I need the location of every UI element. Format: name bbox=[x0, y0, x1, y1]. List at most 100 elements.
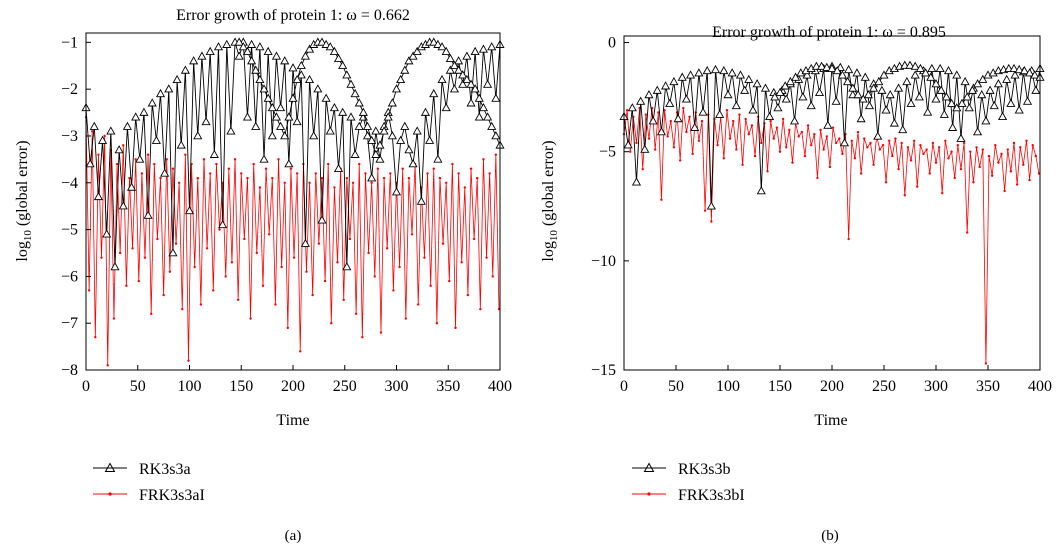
data-point-triangle bbox=[474, 93, 484, 102]
y-axis-label-subscript: 10 bbox=[548, 230, 560, 242]
data-point-triangle bbox=[383, 112, 393, 121]
data-point-dot bbox=[934, 161, 938, 164]
series-line-frk3s3bi bbox=[623, 107, 1040, 364]
data-point-dot bbox=[267, 233, 271, 236]
x-tick-label: 400 bbox=[488, 378, 512, 395]
data-point-dot bbox=[320, 176, 324, 180]
data-point-triangle bbox=[781, 94, 791, 103]
data-point-dot bbox=[212, 289, 215, 292]
data-point-dot bbox=[850, 139, 853, 142]
data-point-triangle bbox=[102, 229, 112, 238]
x-axis-label: Time bbox=[276, 412, 309, 429]
data-point-dot bbox=[438, 176, 442, 180]
data-point-dot bbox=[469, 167, 473, 170]
legend-label-rk3s3a: RK3s3a bbox=[139, 461, 191, 478]
data-point-triangle bbox=[371, 149, 381, 158]
data-point-dot bbox=[1028, 178, 1031, 182]
data-point-dot bbox=[716, 143, 719, 147]
data-point-dot bbox=[209, 172, 212, 175]
data-point-triangle bbox=[802, 70, 812, 79]
data-point-dot bbox=[193, 265, 196, 269]
data-point-dot bbox=[990, 174, 994, 177]
data-point-dot bbox=[906, 146, 910, 149]
x-tick-label: 400 bbox=[1028, 378, 1052, 395]
data-point-dot bbox=[678, 159, 682, 162]
data-point-triangle bbox=[93, 191, 103, 201]
data-point-dot bbox=[451, 162, 454, 166]
data-point-dot bbox=[240, 172, 243, 175]
data-point-dot bbox=[647, 137, 651, 140]
data-point-triangle bbox=[873, 131, 883, 140]
data-point-dot bbox=[348, 237, 352, 241]
data-point-triangle bbox=[313, 84, 323, 93]
data-point-dot bbox=[1003, 189, 1006, 193]
data-point-triangle bbox=[474, 112, 484, 121]
data-point-dot bbox=[747, 133, 750, 136]
data-point-triangle bbox=[437, 74, 447, 84]
data-point-triangle bbox=[952, 70, 962, 79]
data-point-triangle bbox=[276, 121, 286, 130]
y-tick-label: −10 bbox=[591, 253, 616, 270]
data-point-triangle bbox=[329, 102, 339, 112]
data-point-triangle bbox=[300, 51, 310, 60]
data-point-triangle bbox=[964, 103, 974, 112]
data-point-triangle bbox=[775, 87, 785, 97]
data-point-triangle bbox=[267, 102, 277, 112]
data-point-triangle bbox=[416, 196, 426, 205]
data-point-triangle bbox=[350, 88, 360, 98]
data-point-dot bbox=[385, 247, 389, 250]
data-point-triangle bbox=[915, 63, 925, 72]
legend-label-rk3s3b: RK3s3b bbox=[678, 461, 730, 478]
data-point-triangle bbox=[201, 117, 211, 126]
data-point-triangle bbox=[242, 112, 253, 121]
data-point-triangle bbox=[470, 46, 480, 55]
data-point-triangle bbox=[798, 92, 808, 101]
data-point-dot bbox=[401, 167, 404, 170]
data-point-dot bbox=[476, 176, 479, 180]
data-point-triangle bbox=[110, 262, 120, 271]
data-point-dot bbox=[834, 141, 838, 145]
data-point-dot bbox=[816, 176, 819, 180]
data-point-triangle bbox=[238, 42, 248, 51]
data-point-triangle bbox=[939, 109, 949, 118]
data-point-dot bbox=[94, 336, 97, 339]
data-point-dot bbox=[184, 153, 187, 156]
data-point-dot bbox=[271, 176, 274, 180]
data-point-dot bbox=[233, 158, 237, 161]
data-point-triangle bbox=[396, 74, 406, 84]
data-point-dot bbox=[115, 162, 119, 166]
data-point-triangle bbox=[387, 98, 397, 107]
legend-marker-triangle bbox=[104, 462, 116, 472]
data-point-dot bbox=[389, 172, 392, 175]
data-point-triangle bbox=[271, 112, 282, 121]
data-point-triangle bbox=[822, 62, 832, 71]
data-point-dot bbox=[417, 303, 420, 306]
data-point-dot bbox=[137, 279, 140, 283]
data-point-dot bbox=[426, 172, 429, 175]
data-point-dot bbox=[984, 362, 988, 365]
data-point-triangle bbox=[931, 79, 941, 88]
data-point-triangle bbox=[723, 90, 733, 99]
data-point-triangle bbox=[823, 120, 833, 129]
data-point-triangle bbox=[304, 74, 315, 84]
data-point-triangle bbox=[956, 133, 966, 142]
plot-frame bbox=[85, 32, 501, 371]
data-point-triangle bbox=[827, 63, 837, 72]
data-point-triangle bbox=[852, 68, 862, 77]
data-point-dot bbox=[909, 159, 913, 162]
data-point-dot bbox=[156, 237, 159, 241]
data-point-triangle bbox=[848, 83, 858, 92]
data-point-dot bbox=[444, 181, 448, 184]
data-point-triangle bbox=[923, 107, 933, 116]
data-point-dot bbox=[308, 181, 311, 184]
data-point-triangle bbox=[168, 248, 178, 257]
data-point-triangle bbox=[280, 131, 290, 140]
data-point-triangle bbox=[656, 127, 667, 136]
data-point-triangle bbox=[325, 42, 335, 51]
data-point-triangle bbox=[702, 66, 712, 75]
data-point-dot bbox=[454, 326, 457, 330]
data-point-dot bbox=[785, 146, 788, 149]
data-point-triangle bbox=[921, 68, 931, 77]
data-point-triangle bbox=[420, 107, 431, 116]
data-point-triangle bbox=[284, 112, 294, 121]
